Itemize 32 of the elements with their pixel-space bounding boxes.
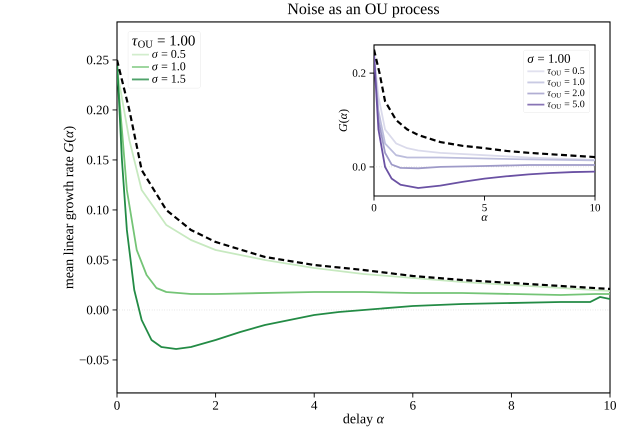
legend-label: τ$_{OU}$ = 1.0 bbox=[547, 78, 584, 87]
legend-label: τ$_{OU}$ = 2.0 bbox=[547, 89, 584, 98]
y-tick-label: 0.00 bbox=[86, 306, 109, 314]
y-tick-label: 0.10 bbox=[86, 206, 109, 214]
x-axis-title: delay α bbox=[343, 414, 384, 426]
x-tick-label: 5 bbox=[482, 204, 487, 212]
x-tick-label: 8 bbox=[508, 400, 514, 410]
x-tick-label: 6 bbox=[410, 400, 416, 410]
y-tick-label: 0.15 bbox=[86, 156, 108, 164]
y-tick-label: −0.05 bbox=[80, 356, 108, 364]
legend-label: σ = 1.0 bbox=[152, 62, 186, 70]
x-tick-label: 0 bbox=[114, 400, 120, 410]
chart-title: Noise as an OU process bbox=[288, 4, 440, 18]
x-tick-label: 10 bbox=[590, 204, 600, 212]
legend-label: σ = 1.5 bbox=[152, 74, 186, 83]
y-axis-title: mean linear growth rate G(α) bbox=[63, 126, 76, 289]
x-axis-title: α bbox=[482, 215, 488, 221]
legend-label: σ = 0.5 bbox=[152, 50, 186, 58]
x-tick-label: 0 bbox=[372, 204, 376, 212]
legend-label: τ$_{OU}$ = 5.0 bbox=[547, 100, 584, 109]
y-tick-label: 0.2 bbox=[352, 69, 366, 77]
legend-title: τ$_{OU}$ = 1.00 bbox=[132, 35, 195, 48]
y-tick-label: 0.25 bbox=[86, 56, 108, 64]
x-tick-label: 4 bbox=[311, 400, 318, 410]
y-tick-label: 0.20 bbox=[86, 106, 109, 114]
y-tick-label: 0.05 bbox=[86, 256, 108, 264]
y-tick-label: 0.0 bbox=[352, 163, 366, 171]
y-axis-title: G(α) bbox=[338, 109, 350, 132]
x-tick-label: 2 bbox=[212, 400, 218, 410]
legend-title: σ = 1.00 bbox=[528, 54, 570, 63]
x-tick-label: 10 bbox=[604, 400, 616, 410]
legend-label: τ$_{OU}$ = 0.5 bbox=[547, 67, 584, 76]
